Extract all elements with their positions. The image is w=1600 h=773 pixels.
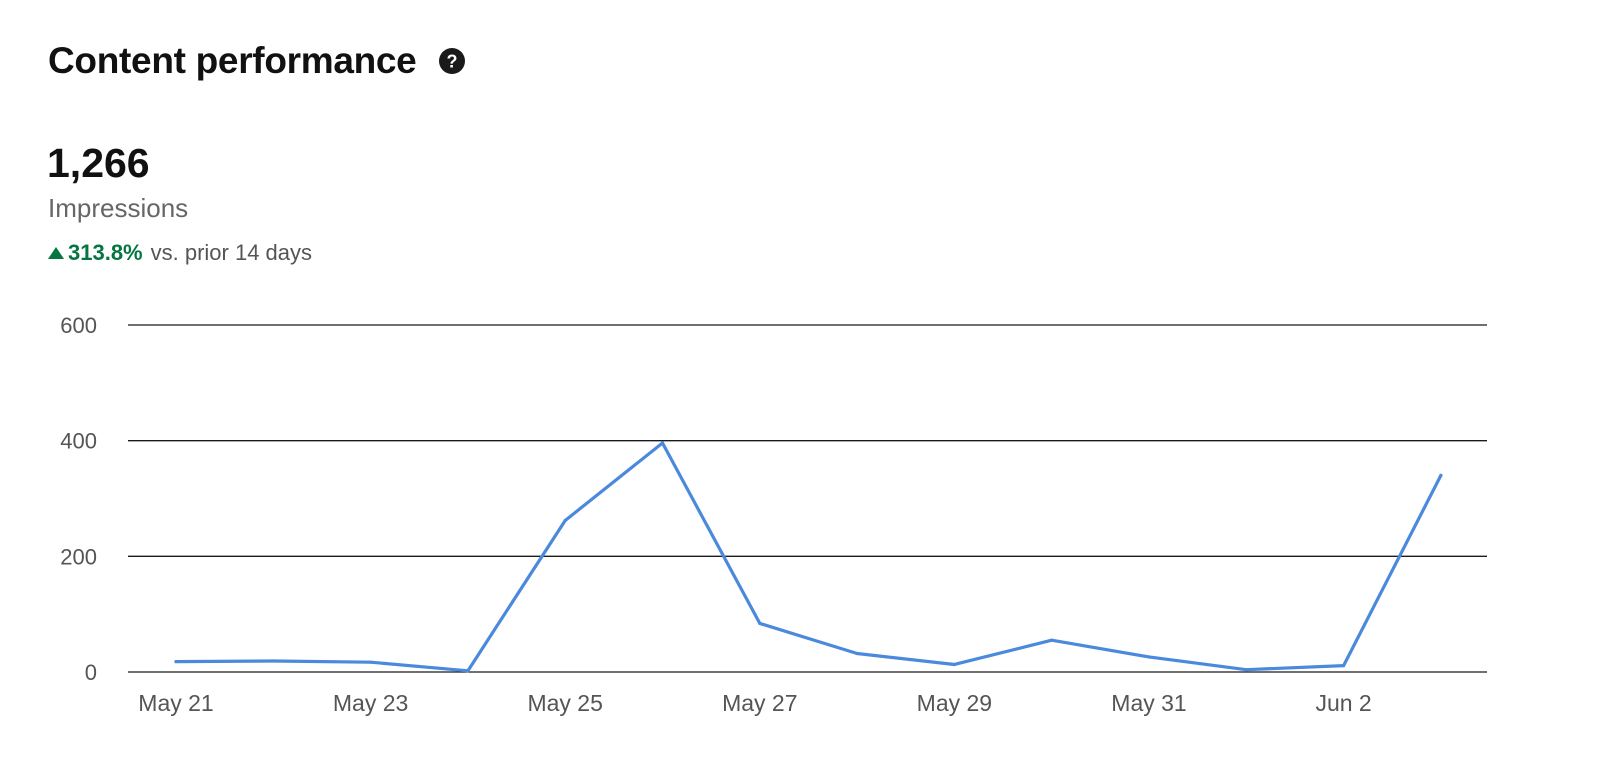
data-point: [1050, 638, 1054, 642]
x-tick-label: Jun 2: [1315, 690, 1371, 716]
x-tick-label: May 29: [917, 690, 992, 716]
x-tick-label: May 27: [722, 690, 797, 716]
y-tick-label: 400: [60, 429, 97, 454]
data-point: [174, 659, 178, 664]
data-point: [563, 518, 567, 523]
data-point: [952, 662, 957, 667]
data-point: [369, 660, 373, 664]
data-point: [1439, 473, 1443, 477]
page-title: Content performance: [48, 40, 417, 81]
data-point: [1147, 655, 1151, 659]
change-indicator: 313.8% vs. prior 14 days: [48, 240, 312, 266]
x-tick-label: May 23: [333, 690, 408, 716]
impressions-label: Impressions: [48, 193, 189, 223]
card-header: Content performance ?: [48, 40, 466, 82]
y-axis: 0 200 400 600: [60, 313, 97, 685]
x-axis: May 21 May 23 May 25 May 27 May 29 May 31 Jun …: [138, 690, 1371, 716]
y-tick-label: 0: [85, 660, 97, 685]
impressions-value: 1,266: [47, 140, 150, 186]
data-point: [271, 659, 275, 663]
chart-series: [174, 441, 1443, 673]
y-tick-label: 600: [60, 313, 97, 338]
x-tick-label: May 25: [527, 690, 602, 716]
data-point: [1244, 668, 1248, 672]
y-tick-label: 200: [60, 544, 97, 569]
change-suffix: vs. prior 14 days: [150, 240, 313, 265]
change-percent: 313.8%: [68, 240, 143, 265]
question-circle-icon[interactable]: ?: [438, 47, 466, 75]
data-point: [855, 651, 859, 656]
x-tick-label: May 21: [138, 690, 213, 716]
data-point: [758, 621, 762, 626]
arrow-up-icon: [48, 247, 64, 259]
impressions-series-line: [174, 441, 1443, 673]
x-tick-label: May 31: [1111, 690, 1186, 716]
data-point: [660, 441, 665, 445]
svg-text:?: ?: [447, 52, 458, 72]
chart-grid: [128, 324, 1487, 673]
data-point: [1342, 664, 1346, 668]
data-point: [466, 669, 470, 673]
